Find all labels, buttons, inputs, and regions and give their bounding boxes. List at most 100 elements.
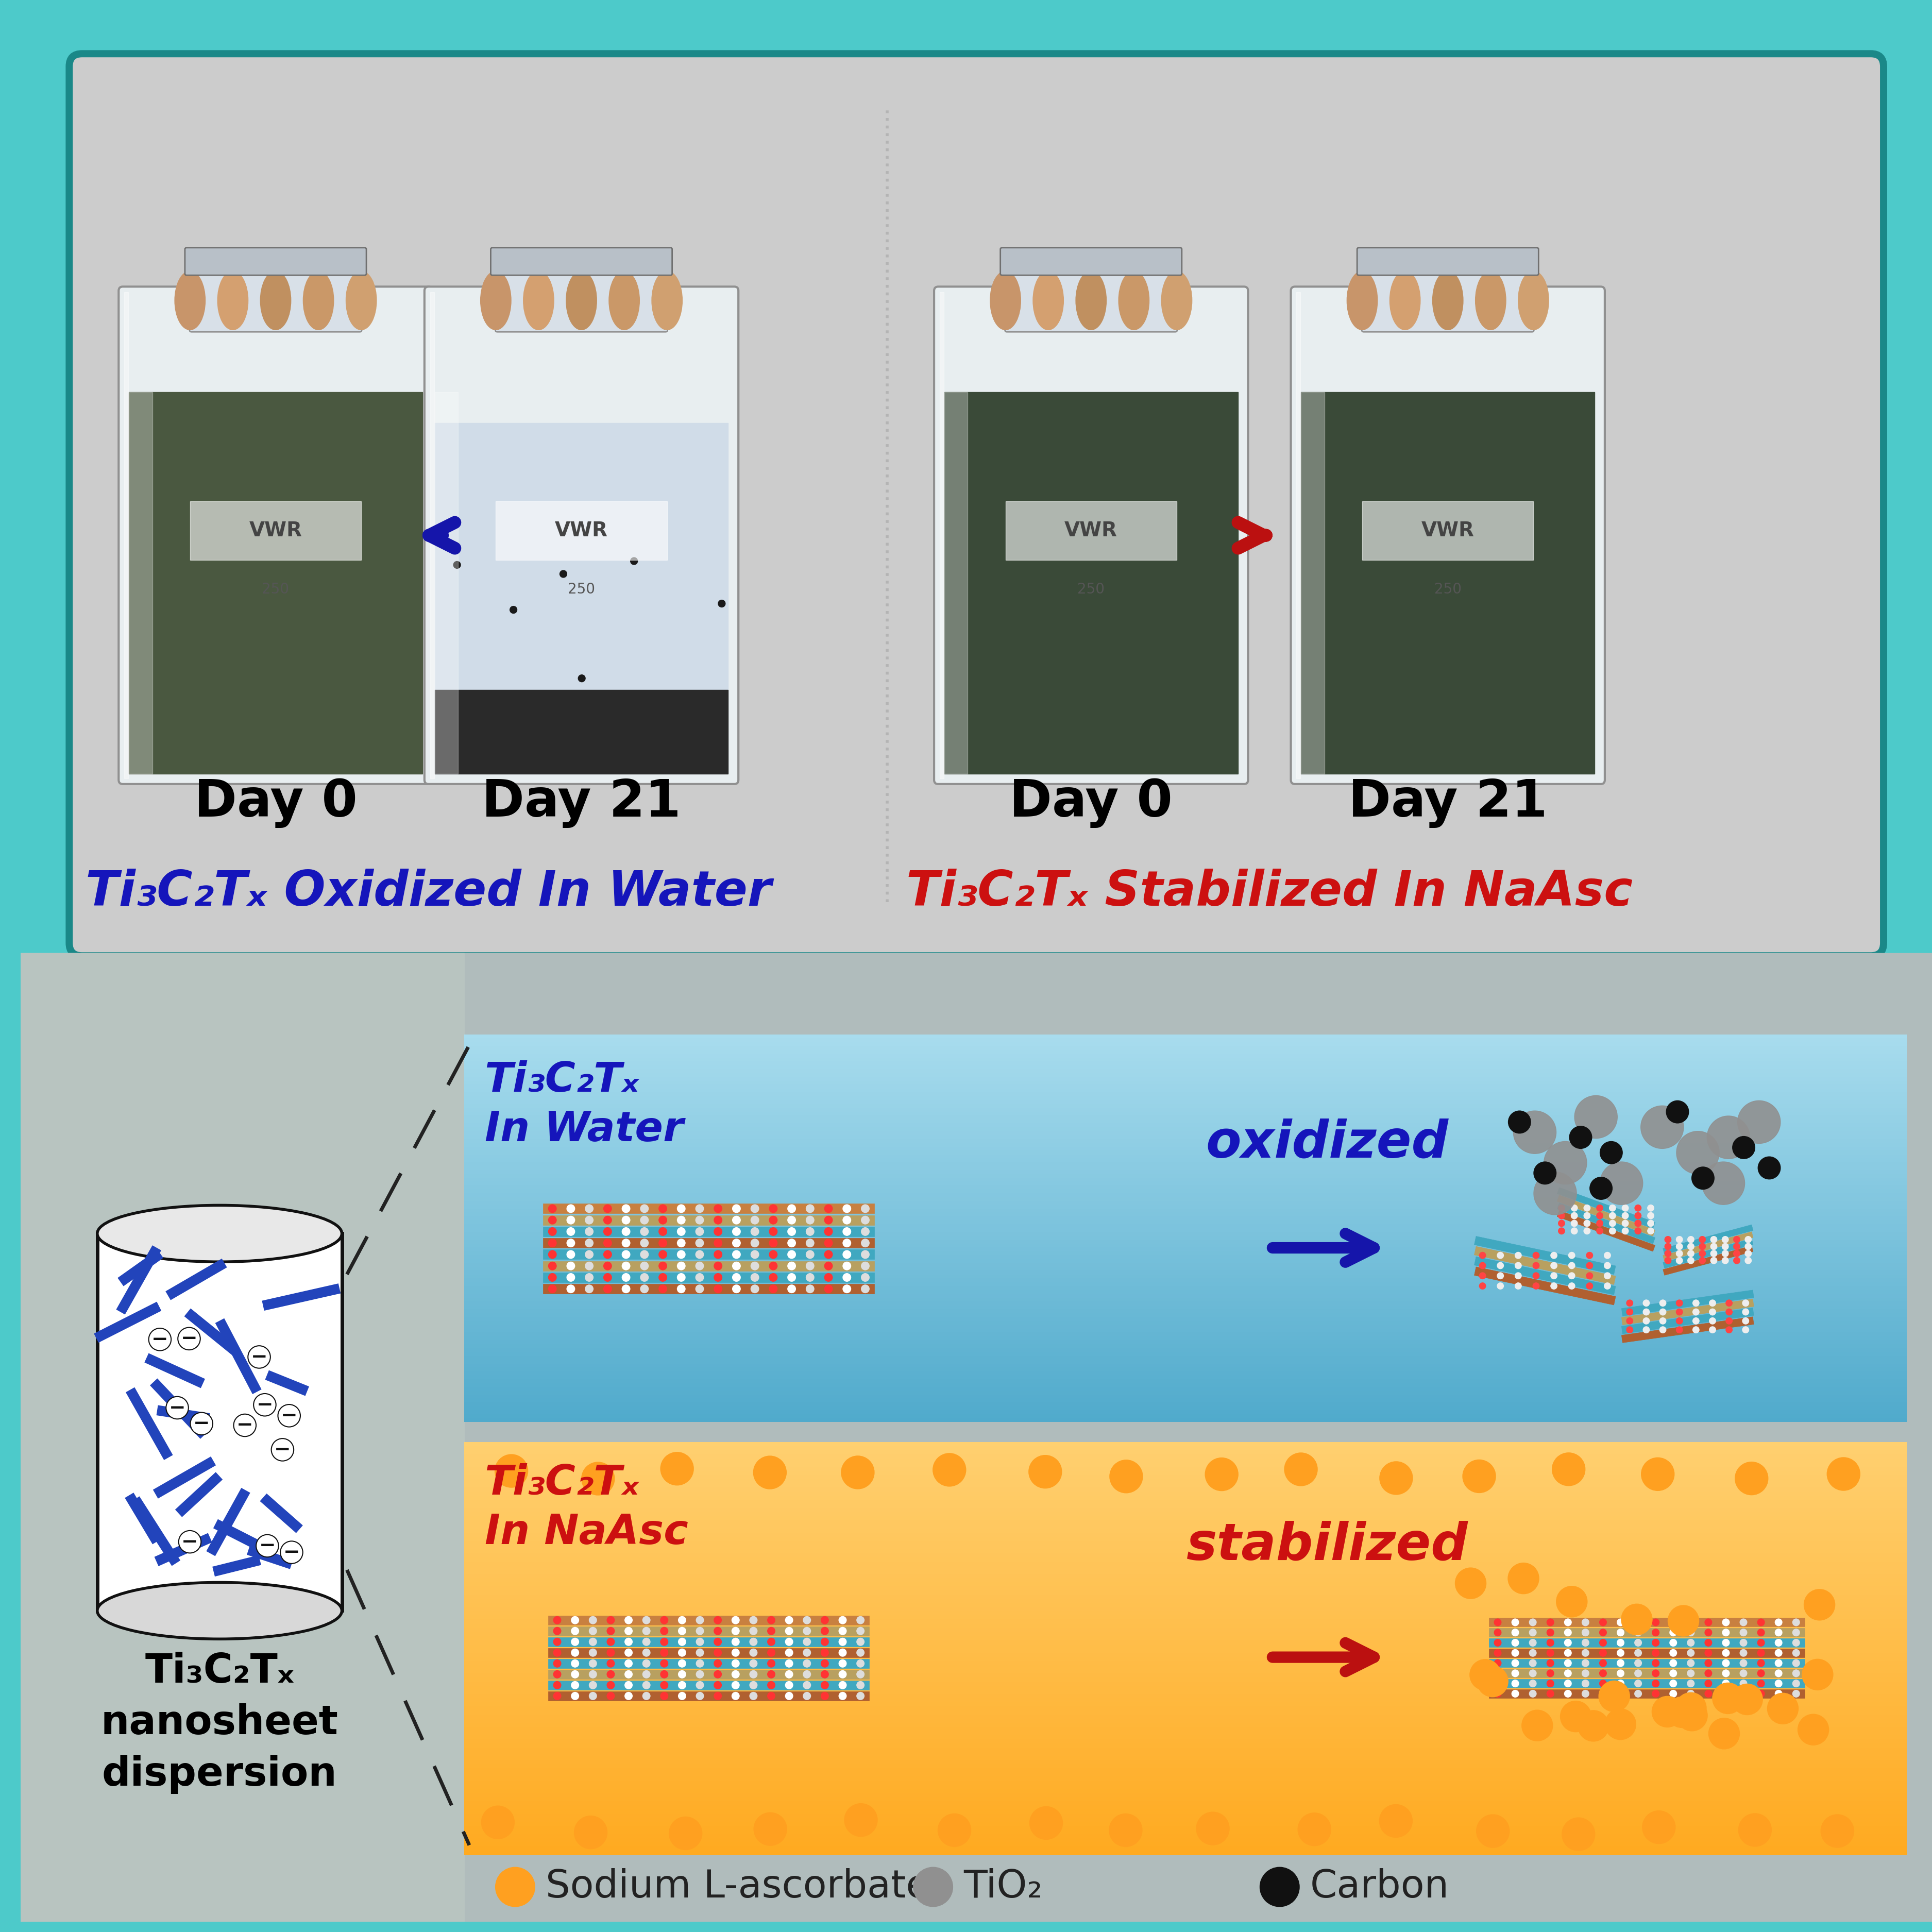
Circle shape <box>624 1627 632 1634</box>
Circle shape <box>750 1215 759 1225</box>
Bar <box>464 1065 1907 1070</box>
Bar <box>464 1072 1907 1078</box>
Bar <box>464 1656 1907 1662</box>
Circle shape <box>1725 1318 1733 1325</box>
Circle shape <box>1571 1211 1578 1219</box>
Bar <box>265 1370 309 1397</box>
Circle shape <box>166 1397 189 1418</box>
Circle shape <box>1667 1696 1698 1727</box>
Circle shape <box>676 1204 686 1213</box>
Circle shape <box>585 1227 593 1236</box>
Circle shape <box>1702 1161 1745 1206</box>
Circle shape <box>842 1285 852 1293</box>
Bar <box>464 1271 1907 1275</box>
Bar <box>464 1553 1907 1557</box>
Bar <box>464 1528 1907 1534</box>
Bar <box>543 1250 875 1260</box>
Bar <box>464 1542 1907 1546</box>
Circle shape <box>1652 1638 1660 1646</box>
Circle shape <box>1600 1679 1607 1687</box>
Bar <box>549 1681 869 1690</box>
Bar <box>464 1685 1907 1690</box>
Circle shape <box>1546 1679 1553 1687</box>
Circle shape <box>603 1262 612 1271</box>
Circle shape <box>1721 1242 1729 1250</box>
Bar <box>464 1492 1907 1495</box>
Circle shape <box>784 1648 794 1658</box>
Circle shape <box>1586 1252 1594 1260</box>
Circle shape <box>713 1273 723 1281</box>
Bar <box>464 1107 1907 1113</box>
Circle shape <box>842 1227 852 1236</box>
Circle shape <box>769 1273 777 1281</box>
Bar <box>21 952 1932 1922</box>
Circle shape <box>1648 1211 1654 1219</box>
Bar <box>464 1275 1907 1279</box>
Circle shape <box>191 1412 213 1435</box>
Bar <box>464 1561 1907 1567</box>
Bar <box>464 1607 1907 1611</box>
Circle shape <box>1571 1204 1578 1211</box>
Circle shape <box>149 1327 172 1350</box>
Circle shape <box>454 562 460 568</box>
Bar <box>464 1662 1907 1665</box>
Circle shape <box>661 1615 668 1625</box>
Circle shape <box>572 1681 580 1689</box>
Circle shape <box>1584 1219 1590 1227</box>
Bar <box>464 1731 1907 1735</box>
Circle shape <box>713 1660 723 1667</box>
Circle shape <box>1640 1105 1683 1148</box>
Circle shape <box>767 1660 775 1667</box>
Circle shape <box>1675 1692 1706 1723</box>
Circle shape <box>678 1660 686 1667</box>
Text: Ti₃C₂Tₓ
nanosheet
dispersion: Ti₃C₂Tₓ nanosheet dispersion <box>100 1652 338 1793</box>
Circle shape <box>1470 1660 1501 1690</box>
Circle shape <box>806 1273 815 1281</box>
Circle shape <box>821 1669 829 1679</box>
Circle shape <box>1604 1283 1611 1289</box>
Circle shape <box>1743 1325 1748 1333</box>
Circle shape <box>713 1669 723 1679</box>
Text: 250: 250 <box>568 582 595 597</box>
Circle shape <box>769 1204 777 1213</box>
Circle shape <box>750 1638 757 1646</box>
Bar <box>939 292 945 779</box>
Circle shape <box>1745 1250 1752 1258</box>
Circle shape <box>1642 1300 1650 1306</box>
Bar <box>1474 1246 1615 1285</box>
Circle shape <box>713 1204 723 1213</box>
Circle shape <box>856 1638 864 1646</box>
Circle shape <box>750 1285 759 1293</box>
Bar <box>1621 1298 1754 1325</box>
Ellipse shape <box>1389 270 1420 330</box>
Circle shape <box>1642 1459 1673 1490</box>
Circle shape <box>572 1648 580 1658</box>
Circle shape <box>769 1250 777 1260</box>
Circle shape <box>1739 1638 1747 1646</box>
Circle shape <box>767 1681 775 1689</box>
Bar <box>464 1049 1907 1055</box>
Bar <box>464 1474 1907 1480</box>
Circle shape <box>1687 1250 1694 1258</box>
Circle shape <box>1528 1638 1536 1646</box>
Bar <box>1663 1246 1752 1275</box>
Bar <box>464 1061 1907 1066</box>
Circle shape <box>1528 1629 1536 1636</box>
Text: 250: 250 <box>263 582 290 597</box>
Bar <box>1557 1188 1656 1229</box>
Circle shape <box>1721 1650 1729 1658</box>
Circle shape <box>661 1692 668 1700</box>
Circle shape <box>659 1238 667 1248</box>
Circle shape <box>750 1273 759 1281</box>
Bar <box>1490 1648 1804 1658</box>
Circle shape <box>1692 1325 1700 1333</box>
Circle shape <box>1582 1660 1590 1667</box>
Circle shape <box>767 1615 775 1625</box>
Circle shape <box>933 1453 966 1486</box>
Bar <box>464 1727 1907 1731</box>
Bar <box>464 1103 1907 1109</box>
Circle shape <box>1596 1219 1604 1227</box>
Circle shape <box>750 1238 759 1248</box>
Bar <box>549 1627 869 1636</box>
Circle shape <box>1627 1308 1633 1316</box>
